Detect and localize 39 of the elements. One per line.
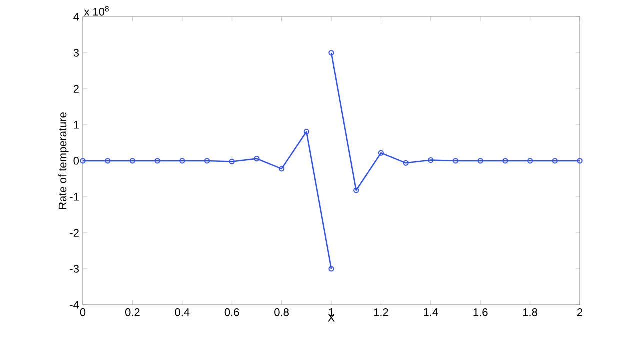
point — [478, 158, 484, 164]
x-tick-label: 0.4 — [175, 308, 190, 316]
x-tick-label: 1.8 — [523, 308, 538, 316]
x-tick-label: 0.8 — [274, 308, 289, 316]
point — [130, 158, 136, 164]
point — [154, 158, 160, 164]
y-tick-label: 3 — [74, 49, 79, 57]
text: x 10$^{8}$ — [84, 6, 109, 16]
y-tick-label: 1 — [74, 121, 79, 129]
x-tick-label: 1.2 — [374, 308, 388, 316]
y-tick-label: 4 — [74, 13, 80, 21]
point — [452, 158, 459, 164]
point — [180, 158, 186, 164]
point — [428, 157, 434, 164]
y-tick-label: -2 — [70, 229, 79, 237]
point — [105, 158, 111, 164]
point — [528, 158, 534, 164]
point — [204, 158, 210, 164]
x-tick-label: 1.4 — [424, 308, 438, 316]
point — [304, 129, 310, 135]
y-tick-label: 0 — [74, 157, 80, 165]
x-tick-label: 0.2 — [125, 308, 140, 316]
x-tick-label: 0 — [80, 308, 86, 316]
point — [229, 158, 235, 165]
point — [403, 160, 409, 166]
point — [279, 166, 285, 172]
x-tick-label: 0.6 — [224, 308, 240, 316]
y-tick-label: -3 — [70, 265, 79, 273]
y-tick-label: -1 — [70, 193, 79, 201]
x-tick-label: 1.6 — [474, 308, 488, 316]
point — [552, 158, 558, 164]
point — [378, 150, 384, 156]
y-tick-label: -4 — [70, 301, 80, 309]
x-tick-label: 2 — [577, 308, 583, 316]
point — [502, 158, 508, 164]
y-axis-title: Rate of temperature — [58, 112, 69, 210]
y-tick-label: 2 — [74, 85, 79, 93]
point — [254, 156, 260, 162]
point — [354, 188, 360, 194]
